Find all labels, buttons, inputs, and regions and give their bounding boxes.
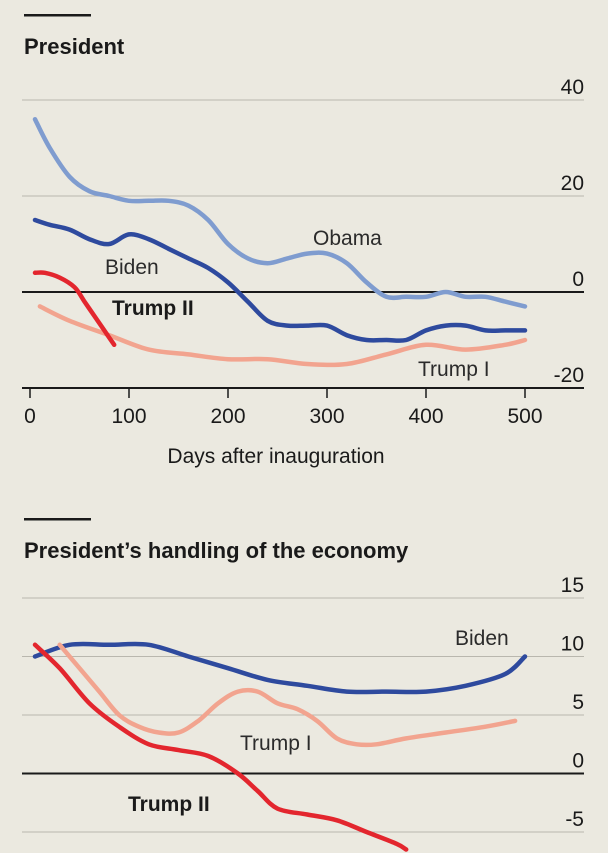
panel2-header-rule [24,518,91,521]
x-tick-label: 500 [507,405,542,428]
series-line-trump-i [37,304,528,368]
series-line-obama [32,116,528,309]
series-line-trump-ii [32,642,409,852]
label-trump-ii-2: Trump II [128,793,210,816]
panel2-gridlines [22,597,584,833]
y-tick-label: 5 [572,691,584,714]
y-tick-label: 10 [561,633,584,656]
x-tick-label: 0 [24,405,36,428]
y-tick-label: 0 [572,268,584,291]
label-trump-i-2: Trump I [240,732,312,755]
x-tick-label: 400 [408,405,443,428]
y-tick-label: -20 [554,364,584,387]
x-tick-label: 300 [309,405,344,428]
panel2-tick-labels: -5 0 5 10 15 [561,574,584,831]
x-tick-label: 100 [111,405,146,428]
label-trump-ii: Trump II [112,297,194,320]
panel1-title: President [24,34,125,59]
series-line-trump-ii [32,270,117,348]
y-tick-label: 15 [561,574,584,597]
panel1-x-axis-label: Days after inauguration [167,445,384,468]
y-tick-label: 20 [561,172,584,195]
label-obama: Obama [313,227,382,250]
label-biden-2: Biden [455,627,509,650]
x-tick-label: 200 [210,405,245,428]
panel1-header-rule [24,14,91,17]
series-line-biden [32,641,528,695]
series-line-biden [32,217,528,343]
y-tick-label: 0 [572,750,584,773]
panel1-series [32,116,528,368]
label-biden: Biden [105,256,159,279]
panel2-series [32,641,528,852]
panel2-title: President’s handling of the economy [24,538,409,563]
y-tick-label: 40 [561,76,584,99]
y-tick-label: -5 [565,808,584,831]
label-trump-i: Trump I [418,358,490,381]
series-line-trump-i [57,642,518,748]
